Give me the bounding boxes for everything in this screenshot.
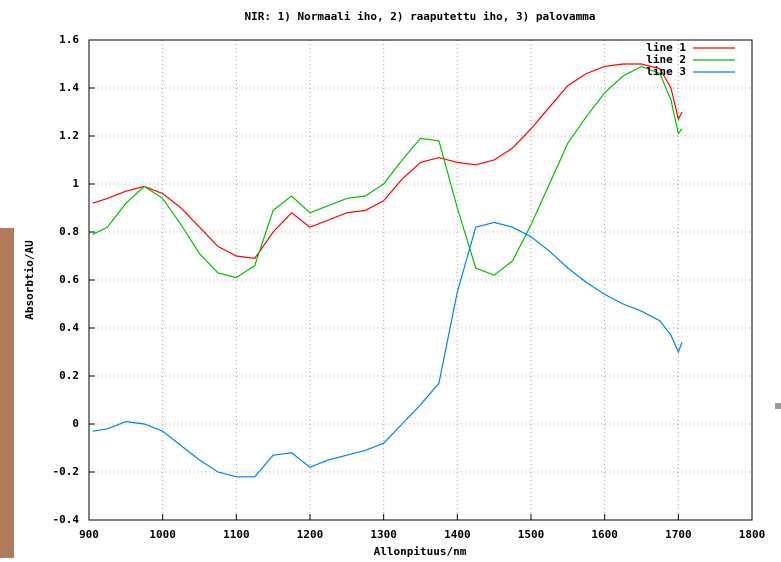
y-tick-label: 0.2 <box>59 369 79 382</box>
x-tick-label: 1800 <box>739 528 766 541</box>
x-tick-label: 1000 <box>149 528 176 541</box>
legend-label: line 1 <box>646 41 686 54</box>
y-tick-label: 0.6 <box>59 273 79 286</box>
data-line <box>92 63 683 260</box>
y-axis-label: Absorbtio/AU <box>23 240 36 320</box>
legend-label: line 2 <box>646 53 686 66</box>
x-tick-label: 900 <box>79 528 99 541</box>
x-tick-label: 1300 <box>370 528 397 541</box>
chart-title: NIR: 1) Normaali iho, 2) raaputettu iho,… <box>245 10 596 23</box>
y-tick-label: 1.4 <box>59 81 79 94</box>
x-axis-label: Allonpituus/nm <box>374 545 467 558</box>
x-tick-label: 1600 <box>591 528 618 541</box>
y-tick-label: 1.6 <box>59 33 79 46</box>
y-tick-label: 1 <box>72 177 79 190</box>
background-mark <box>775 403 781 409</box>
data-line <box>92 221 683 478</box>
y-tick-label: 0.8 <box>59 225 79 238</box>
plot-frame <box>88 39 753 521</box>
y-tick-label: 0 <box>72 417 79 430</box>
y-tick-label: -0.4 <box>53 513 80 526</box>
x-tick-label: 1100 <box>223 528 250 541</box>
background-image-strip <box>0 228 14 558</box>
legend-label: line 3 <box>646 65 686 78</box>
data-line <box>92 65 683 279</box>
x-tick-label: 1500 <box>518 528 545 541</box>
y-tick-label: -0.2 <box>53 465 80 478</box>
y-tick-label: 0.4 <box>59 321 79 334</box>
x-tick-label: 1700 <box>665 528 692 541</box>
y-tick-label: 1.2 <box>59 129 79 142</box>
x-tick-label: 1400 <box>444 528 471 541</box>
x-tick-label: 1200 <box>297 528 324 541</box>
